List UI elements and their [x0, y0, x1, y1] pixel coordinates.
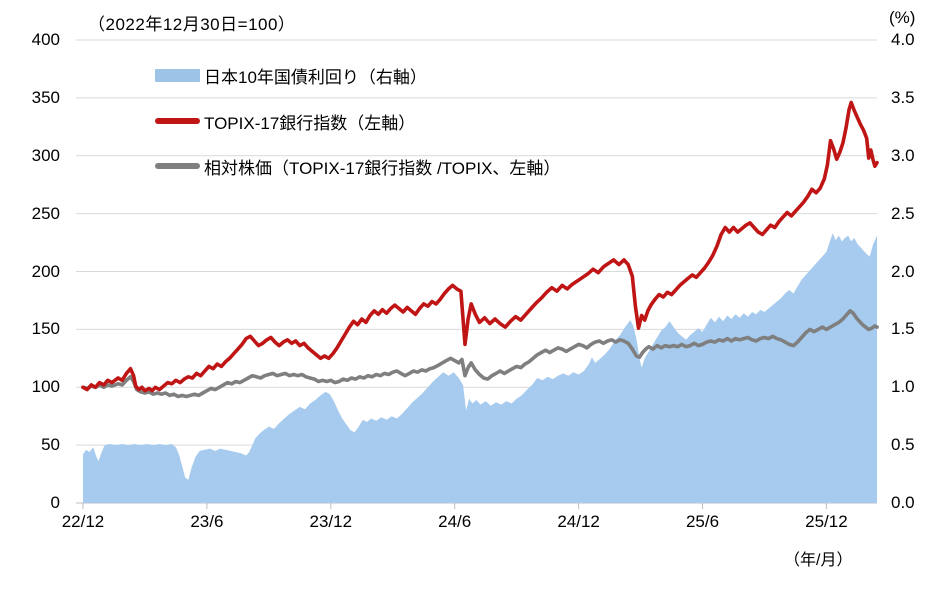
- left-axis-tick-label: 100: [31, 377, 60, 397]
- legend-label: 日本10年国債利回り（右軸）: [204, 67, 427, 87]
- left-axis-tick-label: 150: [31, 319, 60, 339]
- left-axis-tick-label: 50: [41, 435, 60, 455]
- right-axis-tick-label: 1.0: [891, 377, 915, 397]
- right-axis-unit-label: (%): [889, 8, 916, 27]
- x-axis-tick-label: 24/6: [438, 512, 472, 531]
- right-axis-tick-label: 0.0: [891, 493, 915, 512]
- legend-area-swatch-icon: [155, 68, 200, 82]
- legend-label: TOPIX-17銀行指数（左軸）: [204, 113, 416, 133]
- x-axis-tick-label: 23/12: [309, 512, 353, 531]
- x-axis-tick-label: 23/6: [190, 512, 224, 531]
- right-axis-tick-label: 2.5: [891, 203, 915, 223]
- right-axis-tick-label: 1.5: [891, 319, 915, 339]
- jgb-yield-area: [83, 233, 877, 504]
- legend-line-swatch-icon: [155, 163, 200, 169]
- right-axis-tick-label: 3.5: [891, 87, 915, 107]
- legend-item: 日本10年国債利回り（右軸）: [155, 64, 427, 87]
- legend-item: 相対株価（TOPIX-17銀行指数 /TOPIX、左軸）: [155, 155, 561, 178]
- right-axis-tick-label: 0.5: [891, 435, 915, 455]
- x-axis-unit-label: （年/月）: [784, 552, 853, 569]
- legend-line-swatch-icon: [155, 118, 200, 124]
- left-axis-tick-label: 300: [31, 145, 60, 165]
- left-axis-tick-label: 0: [50, 493, 60, 512]
- bank-index-line: [81, 100, 879, 393]
- left-axis-tick-label: 350: [31, 87, 60, 107]
- right-axis-tick-label: 4.0: [891, 30, 915, 49]
- x-axis-tick-label: 22/12: [61, 512, 105, 531]
- right-axis-tick-label: 2.0: [891, 261, 915, 281]
- x-axis-tick-label: 25/6: [685, 512, 720, 531]
- x-axis-tick-label: 24/12: [557, 512, 600, 531]
- x-axis-tick-label: 25/12: [805, 512, 848, 531]
- legend-label: 相対株価（TOPIX-17銀行指数 /TOPIX、左軸）: [204, 158, 561, 178]
- chart-subtitle: （2022年12月30日=100）: [88, 15, 296, 34]
- legend-item: TOPIX-17銀行指数（左軸）: [155, 110, 416, 133]
- left-axis-tick-label: 200: [31, 261, 60, 281]
- relative-price-line: [81, 309, 879, 399]
- right-axis-tick-label: 3.0: [891, 145, 915, 165]
- left-axis-tick-label: 400: [31, 30, 60, 49]
- left-axis-tick-label: 250: [31, 203, 60, 223]
